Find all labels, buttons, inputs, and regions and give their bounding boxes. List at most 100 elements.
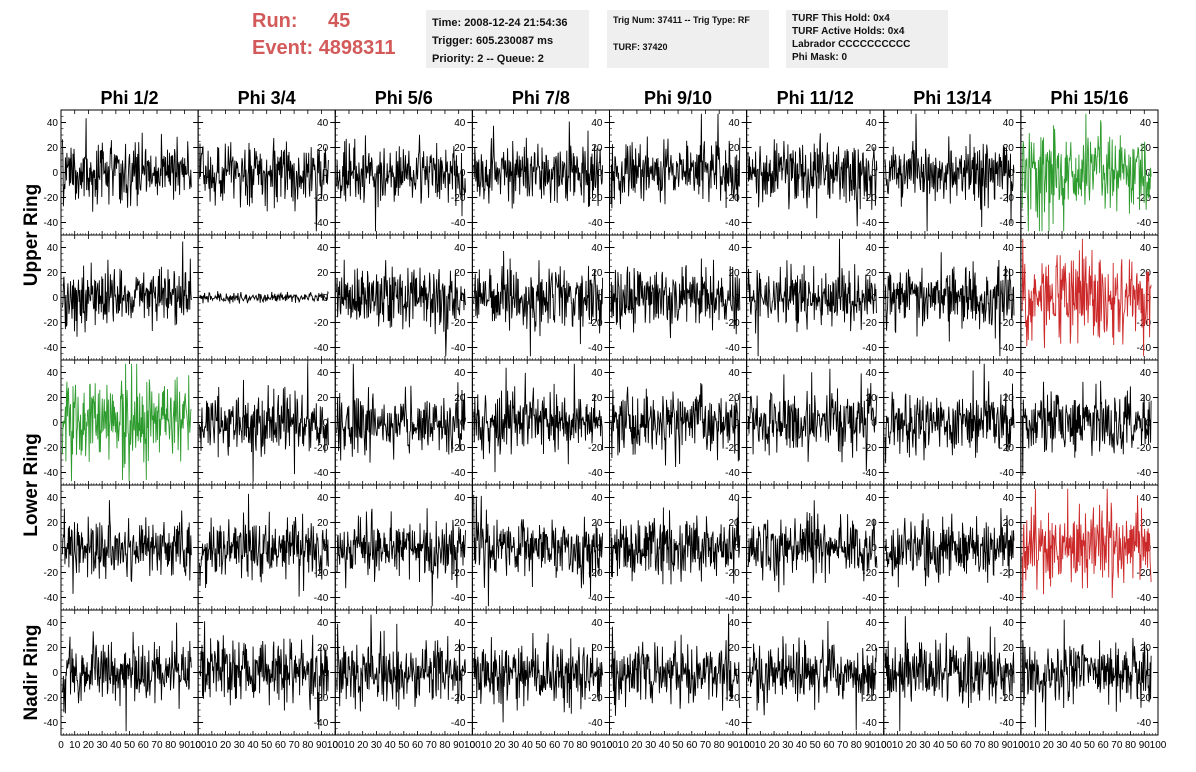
y-tick-label: -20 xyxy=(451,568,466,579)
y-tick-label: 40 xyxy=(729,493,741,504)
y-tick-label: -20 xyxy=(451,193,466,204)
y-tick-label: -40 xyxy=(588,593,603,604)
x-tick-label: 70 xyxy=(837,740,849,751)
y-tick-label: 40 xyxy=(866,493,878,504)
x-tick-label: 20 xyxy=(494,740,506,751)
waveform-trace xyxy=(473,250,604,357)
y-tick-label: -20 xyxy=(999,193,1014,204)
y-tick-label: 40 xyxy=(591,618,603,629)
x-tick-label: 60 xyxy=(686,740,698,751)
y-tick-label: -40 xyxy=(1137,718,1152,729)
x-tick-label: 60 xyxy=(138,740,150,751)
y-tick-label: 40 xyxy=(317,493,329,504)
x-tick-label: 40 xyxy=(110,740,122,751)
y-tick-label: 40 xyxy=(47,368,59,379)
y-tick-label: 0 xyxy=(52,543,58,554)
x-tick-label: 30 xyxy=(782,740,794,751)
x-tick-label: 50 xyxy=(535,740,547,751)
y-tick-label: -40 xyxy=(1137,468,1152,479)
y-tick-label: -40 xyxy=(999,468,1014,479)
waveform-trace xyxy=(199,137,329,232)
y-tick-label: 20 xyxy=(47,143,59,154)
x-tick-label: 50 xyxy=(398,740,410,751)
waveform-trace xyxy=(1021,619,1152,732)
x-tick-label: 90 xyxy=(590,740,602,751)
y-tick-label: 20 xyxy=(317,518,329,529)
y-tick-label: 40 xyxy=(591,368,603,379)
y-tick-label: -40 xyxy=(44,468,59,479)
y-tick-label: 40 xyxy=(591,118,603,129)
y-tick-label: -20 xyxy=(725,443,740,454)
y-tick-label: 40 xyxy=(1140,493,1152,504)
y-tick-label: -20 xyxy=(44,443,59,454)
y-tick-label: -20 xyxy=(999,568,1014,579)
x-tick-label: 80 xyxy=(302,740,314,751)
waveform-trace xyxy=(61,622,192,732)
run-event-box: Run: 45 Event: 4898311 xyxy=(252,8,422,62)
y-tick-label: -40 xyxy=(451,468,466,479)
x-tick-label: 30 xyxy=(508,740,520,751)
y-tick-label: 20 xyxy=(1003,518,1015,529)
x-tick-label: 0 xyxy=(744,740,750,751)
waveform-trace xyxy=(1021,380,1152,476)
waveform-trace xyxy=(884,363,1015,464)
y-tick-label: -20 xyxy=(999,693,1014,704)
y-tick-label: 40 xyxy=(866,118,878,129)
y-tick-label: -40 xyxy=(588,718,603,729)
y-tick-label: -40 xyxy=(999,343,1014,354)
waveform-trace xyxy=(61,118,192,212)
y-tick-label: 40 xyxy=(47,243,59,254)
y-tick-label: -20 xyxy=(44,568,59,579)
x-tick-label: 60 xyxy=(549,740,561,751)
y-tick-label: -20 xyxy=(725,318,740,329)
y-tick-label: -20 xyxy=(862,318,877,329)
y-tick-label: 40 xyxy=(317,618,329,629)
y-tick-label: 20 xyxy=(1003,643,1015,654)
y-tick-label: 0 xyxy=(323,418,329,429)
y-tick-label: 0 xyxy=(52,168,58,179)
x-tick-label: 20 xyxy=(1043,740,1055,751)
trig-num-text: Trig Num: 37411 -- Trig Type: RF xyxy=(613,15,750,25)
time-info-panel: Time: 2008-12-24 21:54:36 Trigger: 605.2… xyxy=(426,10,589,68)
waveform-trace xyxy=(336,508,466,607)
y-tick-label: 40 xyxy=(1140,368,1152,379)
y-tick-label: -20 xyxy=(588,193,603,204)
x-tick-label: 50 xyxy=(124,740,136,751)
y-tick-label: -40 xyxy=(588,343,603,354)
x-tick-label: 90 xyxy=(1139,740,1151,751)
y-tick-label: -40 xyxy=(725,468,740,479)
y-tick-label: 20 xyxy=(47,643,59,654)
y-tick-label: 0 xyxy=(323,668,329,679)
y-tick-label: 40 xyxy=(454,118,466,129)
y-tick-label: -20 xyxy=(314,693,329,704)
x-tick-label: 100 xyxy=(190,740,207,751)
x-tick-label: 70 xyxy=(974,740,986,751)
y-tick-label: 20 xyxy=(317,393,329,404)
waveform-trace xyxy=(199,290,329,304)
y-tick-label: 20 xyxy=(729,393,741,404)
y-tick-label: -40 xyxy=(44,218,59,229)
y-tick-label: 40 xyxy=(866,368,878,379)
x-tick-label: 70 xyxy=(426,740,438,751)
y-tick-label: 20 xyxy=(1003,143,1015,154)
y-tick-label: 0 xyxy=(597,293,603,304)
waveform-trace xyxy=(61,500,192,594)
turf-info-panel: TURF This Hold: 0x4 TURF Active Holds: 0… xyxy=(786,10,948,68)
y-tick-label: 40 xyxy=(1003,493,1015,504)
y-tick-label: -40 xyxy=(451,218,466,229)
waveform-trace xyxy=(610,382,741,468)
y-tick-label: -20 xyxy=(588,693,603,704)
y-tick-label: -40 xyxy=(44,718,59,729)
y-tick-label: -40 xyxy=(314,718,329,729)
x-tick-label: 10 xyxy=(755,740,767,751)
waveform-trace xyxy=(610,613,741,716)
column-header: Phi 3/4 xyxy=(238,88,296,108)
y-tick-label: 40 xyxy=(1003,118,1015,129)
y-tick-label: -20 xyxy=(588,443,603,454)
y-tick-label: 20 xyxy=(591,518,603,529)
y-tick-label: 40 xyxy=(729,618,741,629)
waveform-trace xyxy=(747,368,878,472)
y-tick-label: 20 xyxy=(317,268,329,279)
x-tick-label: 80 xyxy=(988,740,1000,751)
